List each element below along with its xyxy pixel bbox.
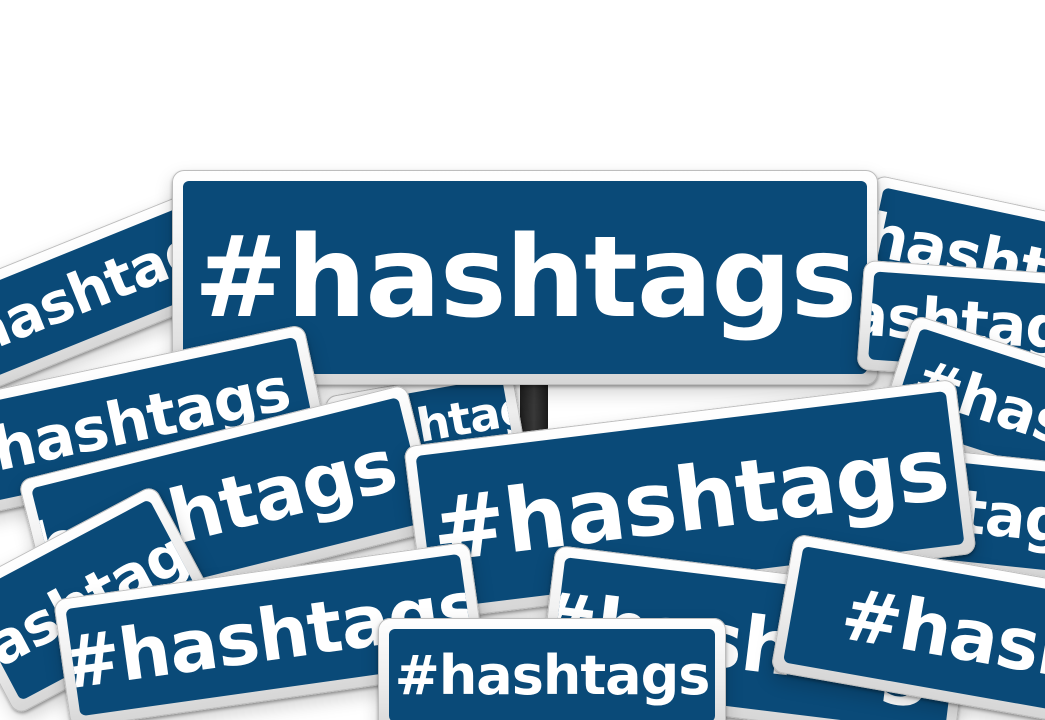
sign-text: #hashtags [394,643,711,707]
sign-bottom-center: #hashtags [378,618,726,720]
sign-panel: #hashtags [389,629,715,720]
sign-text: #hashtags [193,212,858,343]
